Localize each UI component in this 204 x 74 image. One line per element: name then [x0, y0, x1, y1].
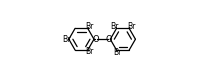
Text: O: O	[92, 35, 99, 44]
Text: Br: Br	[62, 35, 70, 44]
Text: Br: Br	[110, 22, 118, 31]
Text: Br: Br	[85, 22, 93, 31]
Text: Br: Br	[112, 48, 121, 57]
Text: Br: Br	[126, 22, 134, 31]
Text: O: O	[105, 35, 112, 44]
Text: Br: Br	[85, 47, 93, 56]
